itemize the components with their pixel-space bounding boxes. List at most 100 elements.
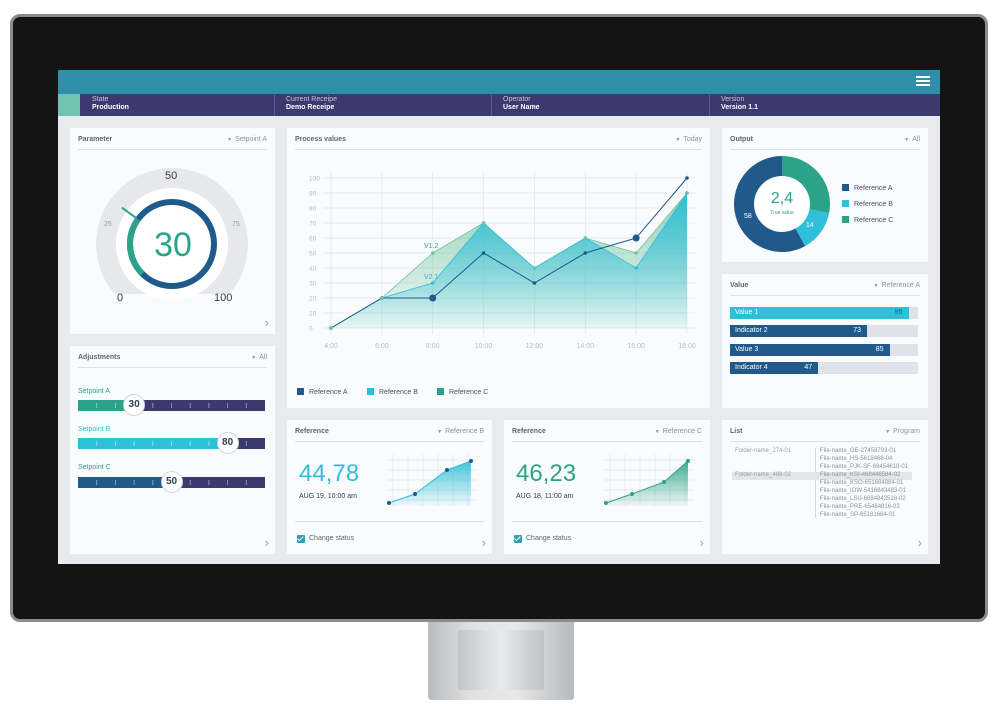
slider-c-label: Setpoint C <box>78 464 111 471</box>
x-tick-label: 12:00 <box>526 343 544 350</box>
list-file-item[interactable]: File-name_SP-65181684-01 <box>820 512 896 518</box>
divider <box>78 367 267 368</box>
list-panel: List ▼ Program Folder-name_274-01 Folder-… <box>722 420 928 554</box>
slider-b-knob[interactable]: 80 <box>216 432 239 454</box>
data-point <box>481 251 486 255</box>
sparkline-point <box>387 501 391 505</box>
data-point <box>481 221 486 225</box>
value-bar-fill <box>730 325 868 337</box>
process-filter-dropdown[interactable]: ▼ Today <box>675 136 702 143</box>
slider-a-fill <box>78 400 135 411</box>
x-tick-label: 6:00 <box>375 343 389 350</box>
list-file-item[interactable]: File-name_LSU-6684843518-02 <box>820 496 906 502</box>
value-bar-fill <box>730 362 819 374</box>
adjustments-filter-dropdown[interactable]: ▼ All <box>251 354 267 361</box>
filter-label: Today <box>683 136 702 143</box>
divider <box>274 94 275 116</box>
reference-b-filter-dropdown[interactable]: ▼ Reference B <box>437 428 484 435</box>
y-tick-label: 10 <box>309 311 317 318</box>
filter-label: All <box>259 354 267 361</box>
chevron-right-icon[interactable]: › <box>481 535 486 550</box>
list-file-item[interactable]: File-name_IOW-5416843483-01 <box>820 488 906 494</box>
output-filter-dropdown[interactable]: ▼ All <box>904 136 920 143</box>
divider <box>730 149 920 150</box>
legend-label: Reference C <box>854 217 894 224</box>
list-filter-dropdown[interactable]: ▼ Program <box>885 428 920 435</box>
data-point <box>430 281 435 285</box>
divider <box>730 441 920 442</box>
slider-a-track[interactable] <box>78 400 265 411</box>
receipe-label: Current Receipe <box>286 96 337 103</box>
list-folder-item[interactable]: Folder-name_274-01 <box>735 448 792 454</box>
receipe-field: Current Receipe Demo Receipe <box>286 96 337 112</box>
gauge-scale-min: 0 <box>117 292 124 304</box>
change-status-label: Change status <box>526 535 572 542</box>
list-file-item[interactable]: File-name_KSI-468446584-02 <box>820 472 901 478</box>
chart-tick-labels: 0 10 20 30 40 50 60 70 80 90 100 4:00 6:00 8:00 10:00 1… <box>309 176 696 351</box>
filter-label: All <box>912 136 920 143</box>
reference-c-sparkline <box>604 454 694 506</box>
sparkline-point <box>445 468 449 472</box>
sparkline-point <box>469 459 473 463</box>
list-file-item[interactable]: File-name_HS-5618468-04 <box>820 456 893 462</box>
sparkline-line <box>605 460 689 504</box>
triangle-down-icon: ▼ <box>675 137 681 143</box>
list-file-item[interactable]: File-name_PRE-65484816-03 <box>820 504 900 510</box>
chevron-right-icon[interactable]: › <box>699 535 704 550</box>
data-point <box>329 326 333 330</box>
output-panel: Output ▼ All 2,4 True value 58 14 Referen… <box>722 128 928 262</box>
reference-b-sparkline <box>387 454 477 506</box>
value-bar-label: Indicator 4 <box>735 364 768 371</box>
hmi-screen: State Production Current Receipe Demo Re… <box>58 70 940 564</box>
filter-label: Reference C <box>662 428 702 435</box>
change-status-checkbox[interactable] <box>514 535 522 543</box>
data-point <box>634 266 638 270</box>
divider <box>709 94 710 116</box>
divider <box>512 521 702 522</box>
value-filter-dropdown[interactable]: ▼ Reference A <box>874 282 920 289</box>
filter-label: Reference A <box>881 282 920 289</box>
gauge-scale-25: 25 <box>104 221 112 228</box>
y-tick-label: 50 <box>309 251 317 258</box>
reference-c-filter-dropdown[interactable]: ▼ Reference C <box>655 428 702 435</box>
change-status-checkbox[interactable] <box>297 535 305 543</box>
operator-field: Operator User Name <box>503 96 540 112</box>
annotation-v12: V1.2 <box>424 243 439 250</box>
parameter-filter-dropdown[interactable]: ▼ Setpoint A <box>227 136 267 143</box>
donut-legend-a: Reference A <box>842 184 893 192</box>
chart-points <box>329 176 689 330</box>
gauge-center <box>136 208 208 280</box>
sparkline-point <box>662 480 666 484</box>
donut-hole <box>756 178 808 230</box>
donut-slice-reference-c <box>781 156 830 213</box>
chevron-right-icon[interactable]: › <box>264 535 269 550</box>
list-file-item[interactable]: File-name_PJK-SF-69454618-01 <box>820 464 909 470</box>
hamburger-menu-icon[interactable] <box>916 74 930 88</box>
reference-b-value: 44,78 <box>299 460 360 487</box>
version-value: Version 1.1 <box>721 104 758 111</box>
legend-reference-c: Reference C <box>437 388 488 396</box>
list-file-item[interactable]: File-name_GE-27458793-01 <box>820 448 897 454</box>
list-file-item[interactable]: File-name_KSO-651684884-01 <box>820 480 904 486</box>
slider-b-label: Setpoint B <box>78 426 111 433</box>
value-bar-value: 95 <box>894 309 903 316</box>
process-values-chart: 0 10 20 30 40 50 60 70 80 90 100 4:00 6:00 8:00 10:00 1… <box>309 172 696 351</box>
chevron-right-icon[interactable]: › <box>264 315 269 330</box>
sparkline-point <box>630 492 634 496</box>
chevron-right-icon[interactable]: › <box>917 535 922 550</box>
donut-legend-b: Reference B <box>842 200 893 208</box>
slider-a-knob[interactable]: 30 <box>123 394 146 416</box>
list-folder-item[interactable]: Folder-name_468-02 <box>735 472 792 478</box>
series-line <box>330 192 688 329</box>
legend-label: Reference A <box>309 389 348 396</box>
operator-label: Operator <box>503 96 531 103</box>
legend-swatch <box>842 200 849 207</box>
panel-title: Reference <box>512 428 546 435</box>
change-status-label: Change status <box>309 535 355 542</box>
slider-a-label: Setpoint A <box>78 388 110 395</box>
sparkline-point <box>604 501 608 505</box>
slider-c-knob[interactable]: 50 <box>160 471 183 493</box>
value-bar-label: Value 1 <box>735 309 759 316</box>
reference-b-date: AUG 19, 10:00 am <box>299 493 357 500</box>
triangle-down-icon: ▼ <box>873 283 879 289</box>
